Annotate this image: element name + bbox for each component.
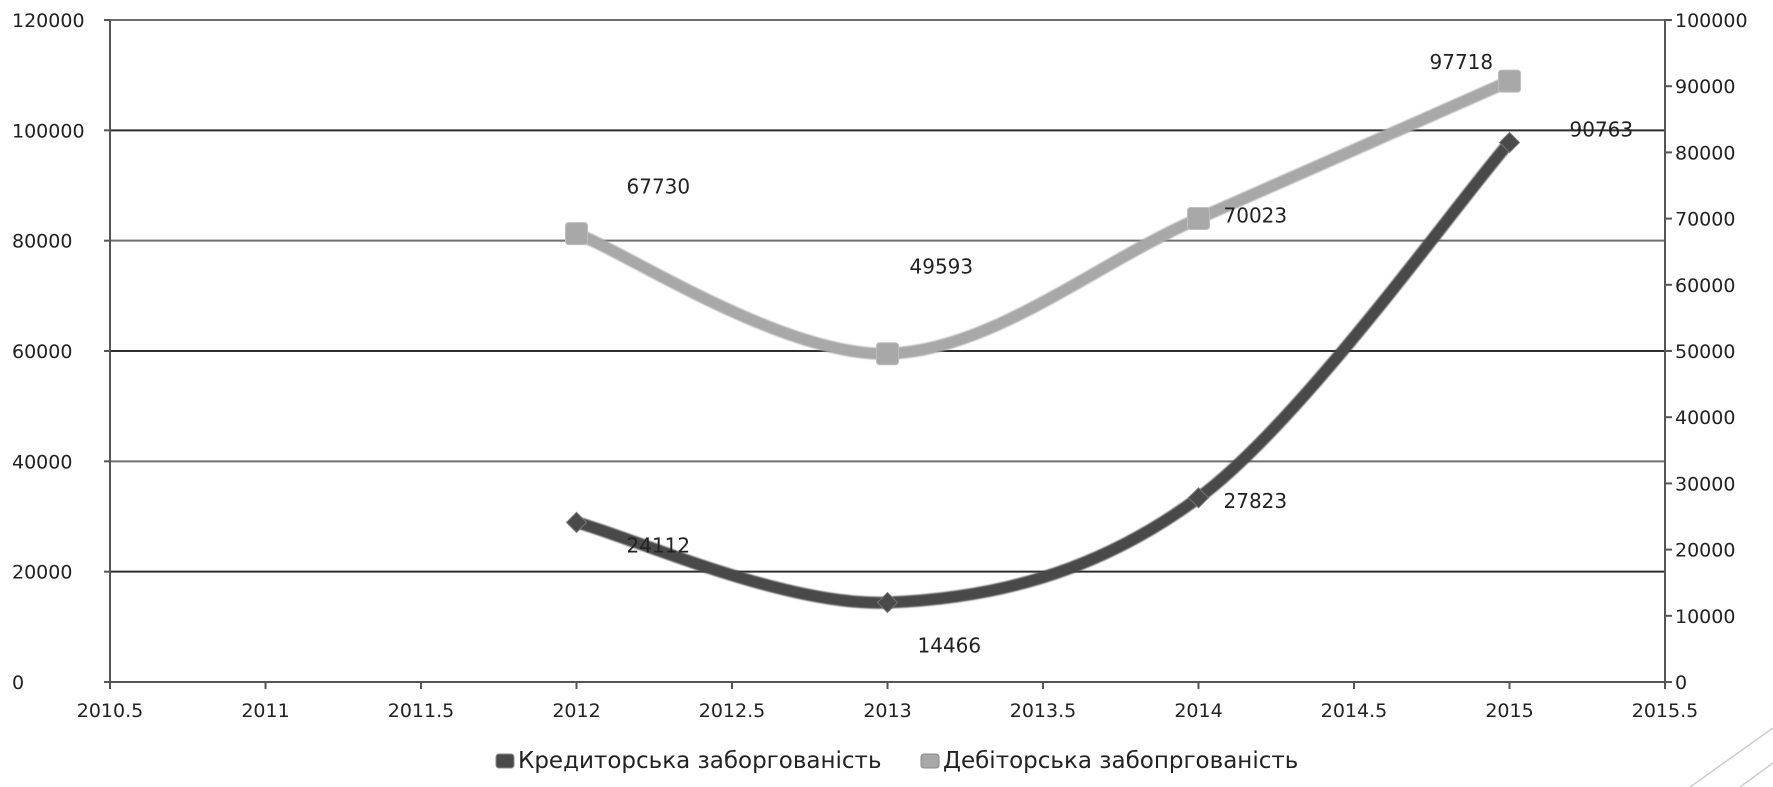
data-label: 49593 xyxy=(910,255,974,279)
axes: 0 20000 40000 60000 80000 100000 120000 0 10000 2… xyxy=(12,10,1748,722)
y-tick-right-label: 60000 xyxy=(1675,275,1735,297)
series-line xyxy=(570,136,1516,609)
x-tick-label: 2014 xyxy=(1174,700,1222,722)
x-tick-label: 2015.5 xyxy=(1632,700,1698,722)
data-label: 14466 xyxy=(918,634,982,658)
y-tick-right-label: 50000 xyxy=(1675,341,1735,363)
x-tick-label: 2010.5 xyxy=(77,700,143,722)
y-tick-right-label: 0 xyxy=(1675,672,1687,694)
legend-swatch xyxy=(495,753,515,769)
legend-item-2: Дебіторська забопргованість xyxy=(920,748,1298,774)
y-tick-left-label: 60000 xyxy=(12,341,72,363)
y-tick-left-label: 20000 xyxy=(12,562,72,584)
x-tick-label: 2015 xyxy=(1485,700,1533,722)
data-point-diamond xyxy=(876,591,899,614)
gridlines xyxy=(110,19,1665,573)
data-label: 24112 xyxy=(627,533,691,557)
legend-label: Кредиторська заборгованість xyxy=(518,748,882,774)
x-tick-label: 2012 xyxy=(552,700,600,722)
slide-corner-decoration xyxy=(1689,727,1773,787)
data-point-square xyxy=(876,342,899,366)
data-point-diamond xyxy=(1187,487,1210,509)
x-tick-label: 2011.5 xyxy=(388,700,454,722)
y-tick-right-label: 90000 xyxy=(1675,76,1735,98)
series-2 xyxy=(565,69,1521,366)
data-point-diamond xyxy=(1498,131,1521,154)
y-tick-right-label: 30000 xyxy=(1675,473,1735,495)
y-tick-left-label: 100000 xyxy=(12,120,85,142)
x-tick-label: 2013.5 xyxy=(1010,700,1076,722)
data-label: 97718 xyxy=(1430,50,1494,74)
y-tick-right-label: 40000 xyxy=(1675,407,1735,429)
y-tick-right-label: 80000 xyxy=(1675,142,1735,164)
data-labels: 24112 14466 27823 90763 67730 49593 70023 97718 xyxy=(627,50,1634,657)
series-line xyxy=(570,75,1516,360)
y-tick-right-label: 70000 xyxy=(1675,209,1735,231)
y-tick-right-label: 20000 xyxy=(1675,540,1735,562)
y-tick-left-label: 40000 xyxy=(12,451,72,473)
slide-corner-decoration-2 xyxy=(1739,762,1773,787)
data-point-square xyxy=(565,222,588,246)
data-point-square xyxy=(1187,206,1210,230)
data-label: 90763 xyxy=(1570,117,1634,141)
y-tick-right-label: 100000 xyxy=(1675,10,1748,32)
series-1 xyxy=(565,131,1521,614)
data-point-diamond xyxy=(565,511,588,534)
data-label: 67730 xyxy=(627,175,691,199)
x-tick-label: 2012.5 xyxy=(699,700,765,722)
x-tick-label: 2011 xyxy=(241,700,289,722)
legend-swatch xyxy=(920,753,940,769)
legend-label: Дебіторська забопргованість xyxy=(943,748,1298,774)
y-tick-right-label: 10000 xyxy=(1675,606,1735,628)
y-tick-left-label: 0 xyxy=(12,672,24,694)
legend-item-1: Кредиторська заборгованість xyxy=(495,748,882,774)
data-point-square xyxy=(1498,69,1521,93)
y-tick-left-label: 120000 xyxy=(12,10,85,32)
x-tick-label: 2014.5 xyxy=(1321,700,1387,722)
data-label: 70023 xyxy=(1224,203,1288,227)
data-label: 27823 xyxy=(1224,489,1288,513)
y-tick-left-label: 80000 xyxy=(12,231,72,253)
x-tick-label: 2013 xyxy=(863,700,911,722)
legend: Кредиторська заборгованість Дебіторська з… xyxy=(495,748,1298,774)
series-layer xyxy=(565,69,1521,614)
